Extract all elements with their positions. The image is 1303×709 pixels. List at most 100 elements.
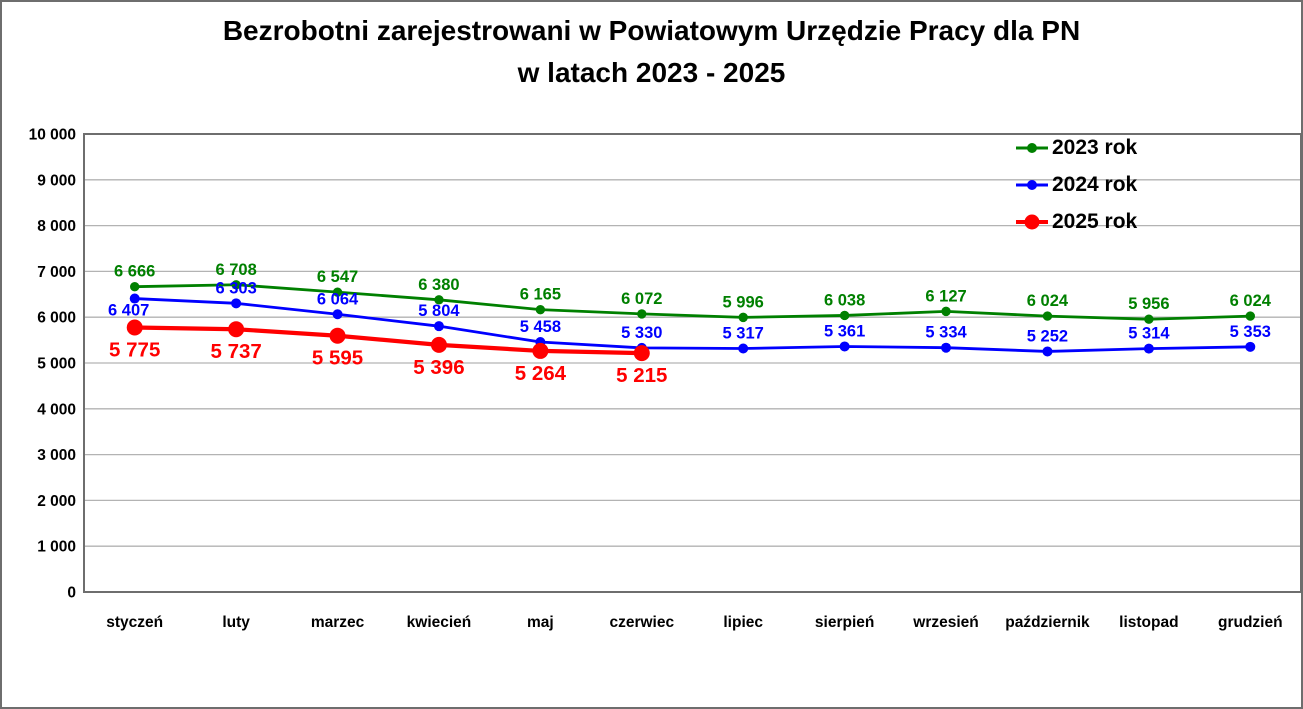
data-point	[231, 280, 241, 290]
x-axis-tick-label: listopad	[1119, 614, 1178, 631]
chart-title: Bezrobotni zarejestrowani w Powiatowym U…	[2, 10, 1301, 94]
data-label: 5 215	[616, 364, 667, 387]
legend-marker-icon	[1016, 143, 1048, 153]
y-axis-tick-label: 8 000	[37, 218, 76, 235]
data-point	[130, 281, 140, 292]
data-label: 5 595	[312, 347, 363, 370]
data-label: 5 396	[413, 356, 464, 379]
legend: 2023 rok 2024 rok 2025 rok	[1014, 136, 1137, 247]
x-axis-tick-label: październik	[1005, 614, 1090, 631]
y-axis-tick-label: 10 000	[29, 127, 76, 144]
x-axis-tick-label: grudzień	[1218, 614, 1283, 631]
data-label: 5 264	[515, 362, 567, 385]
y-axis-tick-label: 7 000	[37, 264, 76, 281]
y-axis-tick-label: 6 000	[37, 310, 76, 327]
data-label: 6 708	[215, 261, 256, 279]
y-axis-tick-label: 3 000	[37, 447, 76, 464]
data-label: 6 038	[824, 291, 865, 309]
data-label: 5 353	[1230, 323, 1271, 341]
data-label: 5 334	[925, 324, 967, 342]
legend-item-2023-rok: 2023 rok	[1014, 136, 1137, 160]
x-axis-tick-label: styczeń	[106, 614, 163, 631]
data-point	[1143, 343, 1154, 354]
plot-border	[83, 133, 1301, 593]
data-point	[941, 306, 951, 317]
chart-title-line1: Bezrobotni zarejestrowani w Powiatowym U…	[222, 15, 1081, 46]
x-axis-tick-label: lipiec	[723, 614, 763, 631]
chart-title-line2: w latach 2023 - 2025	[517, 57, 786, 88]
data-label: 6 547	[317, 268, 358, 286]
data-label: 6 303	[215, 279, 256, 297]
series-line-2024-rok	[134, 297, 1251, 353]
legend-label: 2023 rok	[1052, 136, 1138, 159]
data-label: 5 317	[723, 324, 764, 342]
y-axis-tick-label: 9 000	[37, 172, 76, 189]
data-label: 5 361	[824, 322, 865, 340]
data-label: 5 804	[418, 302, 460, 320]
data-label: 5 775	[109, 339, 160, 362]
data-point	[1245, 341, 1256, 352]
x-axis-tick-label: kwiecień	[407, 614, 472, 631]
data-point	[633, 345, 650, 362]
y-axis-tick-label: 2 000	[37, 493, 76, 510]
data-label: 6 380	[418, 276, 459, 294]
series-line-2025-rok	[134, 325, 642, 356]
data-label: 5 737	[210, 340, 261, 363]
data-label: 6 064	[317, 290, 359, 308]
data-label: 6 165	[520, 286, 561, 304]
data-point	[1245, 311, 1255, 321]
data-label: 6 666	[114, 263, 155, 281]
data-point	[941, 342, 952, 353]
data-point	[433, 321, 444, 332]
data-label: 6 127	[925, 287, 966, 305]
data-label: 6 024	[1027, 292, 1069, 310]
legend-label: 2024 rok	[1052, 173, 1138, 196]
data-point	[839, 341, 850, 352]
x-axis-tick-label: czerwiec	[609, 614, 674, 631]
x-axis-tick-label: marzec	[311, 614, 365, 631]
data-point	[231, 298, 242, 309]
data-point	[430, 336, 447, 353]
data-label: 5 956	[1128, 295, 1169, 313]
legend-label: 2025 rok	[1052, 210, 1138, 233]
data-point	[1042, 311, 1053, 321]
y-axis-tick-label: 1 000	[37, 539, 76, 556]
legend-item-2024-rok: 2024 rok	[1014, 173, 1137, 197]
data-point	[1144, 314, 1154, 324]
data-point	[535, 304, 546, 315]
data-point	[126, 319, 143, 336]
data-label: 5 314	[1128, 325, 1170, 343]
data-label: 6 072	[621, 290, 662, 308]
data-point	[332, 309, 343, 320]
legend-marker-icon	[1016, 214, 1048, 230]
data-point	[738, 312, 748, 323]
x-axis-tick-label: sierpień	[815, 614, 874, 631]
y-axis-tick-label: 0	[67, 585, 76, 602]
data-label: 6 024	[1230, 292, 1272, 310]
data-point	[738, 343, 749, 354]
data-point	[332, 287, 343, 297]
y-axis-tick-label: 4 000	[37, 401, 76, 418]
data-point	[329, 327, 346, 344]
data-point	[434, 295, 444, 305]
data-label: 5 330	[621, 324, 662, 342]
x-axis-tick-label: maj	[527, 614, 554, 631]
x-axis-tick-label: luty	[222, 614, 250, 631]
data-point	[637, 309, 647, 319]
legend-marker-icon	[1016, 180, 1048, 190]
data-label: 6 407	[108, 302, 149, 320]
legend-item-2025-rok: 2025 rok	[1014, 210, 1137, 234]
data-point	[839, 310, 850, 321]
data-point	[129, 293, 140, 304]
data-point	[1042, 346, 1053, 357]
data-label: 5 996	[723, 293, 764, 311]
data-label: 5 458	[520, 318, 561, 336]
x-axis-tick-label: wrzesień	[912, 614, 978, 631]
data-point	[532, 342, 549, 359]
y-axis-tick-label: 5 000	[37, 356, 76, 373]
data-point	[228, 321, 245, 338]
data-label: 5 252	[1027, 327, 1068, 345]
series-line-2023-rok	[134, 283, 1251, 321]
